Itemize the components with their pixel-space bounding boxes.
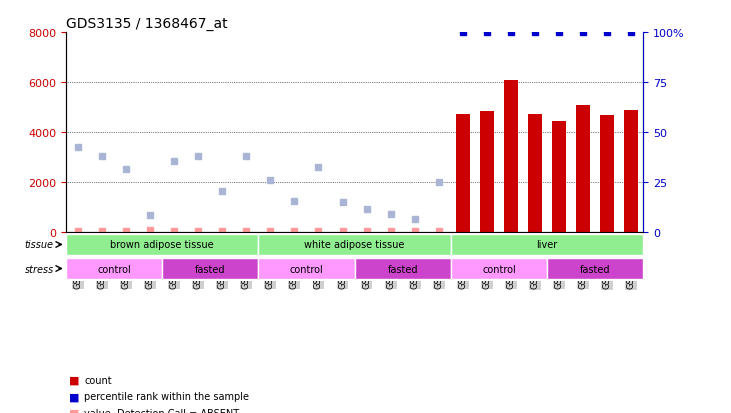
Text: stress: stress [25,264,54,274]
Text: GDS3135 / 1368467_at: GDS3135 / 1368467_at [66,17,227,31]
FancyBboxPatch shape [66,258,162,280]
FancyBboxPatch shape [355,258,451,280]
Bar [455,114,470,233]
Bar [600,116,615,233]
FancyBboxPatch shape [162,258,258,280]
FancyBboxPatch shape [258,234,451,256]
FancyBboxPatch shape [451,234,643,256]
Text: fasted: fasted [195,264,225,274]
Bar [624,111,638,233]
FancyBboxPatch shape [547,258,643,280]
FancyBboxPatch shape [451,258,547,280]
Text: fasted: fasted [387,264,418,274]
FancyBboxPatch shape [66,234,258,256]
Text: percentile rank within the sample: percentile rank within the sample [84,392,249,401]
Text: ■: ■ [69,392,80,401]
Text: control: control [482,264,516,274]
FancyBboxPatch shape [258,258,355,280]
Text: control: control [97,264,131,274]
Text: fasted: fasted [580,264,610,274]
Text: control: control [289,264,323,274]
Text: white adipose tissue: white adipose tissue [304,240,405,250]
Bar [528,114,542,233]
Text: count: count [84,375,112,385]
Bar [576,105,591,233]
Text: ■: ■ [69,375,80,385]
Bar [480,112,494,233]
Text: tissue: tissue [25,240,54,250]
Text: liver: liver [537,240,558,250]
Text: brown adipose tissue: brown adipose tissue [110,240,214,250]
Bar [552,122,567,233]
Text: ■: ■ [69,408,80,413]
Text: value, Detection Call = ABSENT: value, Detection Call = ABSENT [84,408,239,413]
Bar [504,81,518,233]
